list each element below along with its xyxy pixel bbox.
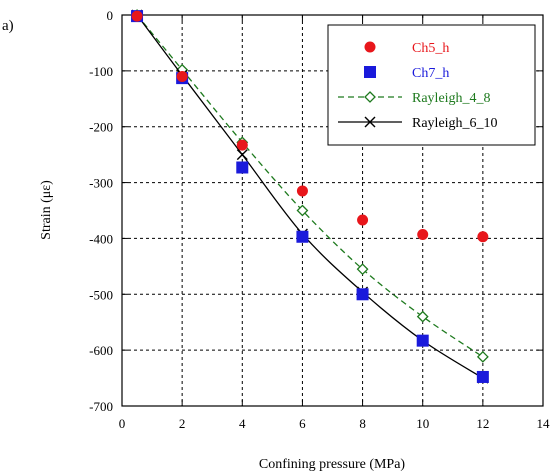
legend-marker xyxy=(364,91,376,103)
data-point-ch5-h xyxy=(296,185,308,197)
legend-marker xyxy=(364,41,376,53)
x-tick-label: 2 xyxy=(179,416,186,431)
panel-label: a) xyxy=(2,18,14,34)
y-tick-labels: 0 -100 -200 -300 -400 -500 -600 -700 xyxy=(89,8,113,414)
series-ch5-h xyxy=(131,10,489,243)
data-point-rayleigh-4-8 xyxy=(476,350,489,363)
x-tick-label: 12 xyxy=(476,416,489,431)
x-tick-label: 8 xyxy=(359,416,366,431)
x-tick-label: 4 xyxy=(239,416,246,431)
legend: Ch5_h Ch7_h Rayleigh_4_8 Rayleigh_6_10 xyxy=(327,24,536,146)
legend-entry-rayleigh-4-8: Rayleigh_4_8 xyxy=(338,91,491,106)
legend-entry-rayleigh-6-10: Rayleigh_6_10 xyxy=(338,116,498,131)
data-point-ch5-h xyxy=(236,139,248,151)
data-point-ch5-h xyxy=(131,10,143,22)
y-tick-label: -400 xyxy=(89,231,113,246)
x-axis-title: Confining pressure (MPa) xyxy=(259,457,406,472)
data-point-rayleigh-4-8 xyxy=(296,204,309,217)
data-point-ch7-h xyxy=(356,288,369,301)
legend-label: Ch5_h xyxy=(412,41,449,56)
y-tick-label: -300 xyxy=(89,176,113,191)
legend-marker xyxy=(364,66,376,78)
data-point-rayleigh-4-8 xyxy=(356,263,369,276)
legend-entry-ch5-h: Ch5_h xyxy=(364,41,449,56)
y-tick-label: -200 xyxy=(89,120,113,135)
x-tick-label: 6 xyxy=(299,416,306,431)
legend-label: Rayleigh_4_8 xyxy=(412,91,491,106)
y-tick-label: -600 xyxy=(89,343,113,358)
x-tick-labels: 0 2 4 6 8 10 12 14 xyxy=(119,416,550,431)
plot-frame xyxy=(121,14,544,407)
x-tick-label: 0 xyxy=(119,416,126,431)
data-point-rayleigh-6-10 xyxy=(236,149,248,161)
x-tick-label: 10 xyxy=(416,416,429,431)
data-point-ch5-h xyxy=(176,70,188,82)
data-point-ch7-h xyxy=(296,230,309,243)
data-point-ch5-h xyxy=(477,231,489,243)
data-point-ch5-h xyxy=(417,229,429,241)
data-point-rayleigh-4-8 xyxy=(416,310,429,323)
data-point-ch5-h xyxy=(357,214,369,226)
y-tick-label: -100 xyxy=(89,64,113,79)
legend-label: Rayleigh_6_10 xyxy=(412,116,498,131)
legend-label: Ch7_h xyxy=(412,66,449,81)
data-point-ch7-h xyxy=(416,334,429,347)
y-tick-label: -500 xyxy=(89,287,113,302)
y-tick-label: -700 xyxy=(89,399,113,414)
y-tick-label: 0 xyxy=(107,8,114,23)
y-axis-title: Strain (με) xyxy=(39,180,54,240)
legend-marker xyxy=(364,116,376,128)
data-point-ch7-h xyxy=(236,161,249,174)
axis-ticks xyxy=(121,14,544,407)
legend-entry-ch7-h: Ch7_h xyxy=(364,66,449,81)
data-point-ch7-h xyxy=(476,370,489,383)
x-tick-label: 14 xyxy=(537,416,550,431)
legend-box xyxy=(327,24,536,146)
series-layer xyxy=(131,9,489,384)
